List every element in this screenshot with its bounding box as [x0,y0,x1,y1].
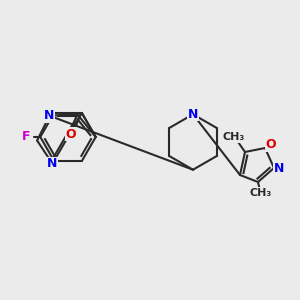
Text: O: O [66,128,76,141]
Text: N: N [47,157,58,170]
Text: N: N [44,109,55,122]
Text: CH₃: CH₃ [223,132,245,142]
Text: CH₃: CH₃ [250,188,272,198]
Text: O: O [266,139,276,152]
Text: N: N [274,161,284,175]
Text: N: N [188,108,198,121]
Text: F: F [22,130,31,143]
